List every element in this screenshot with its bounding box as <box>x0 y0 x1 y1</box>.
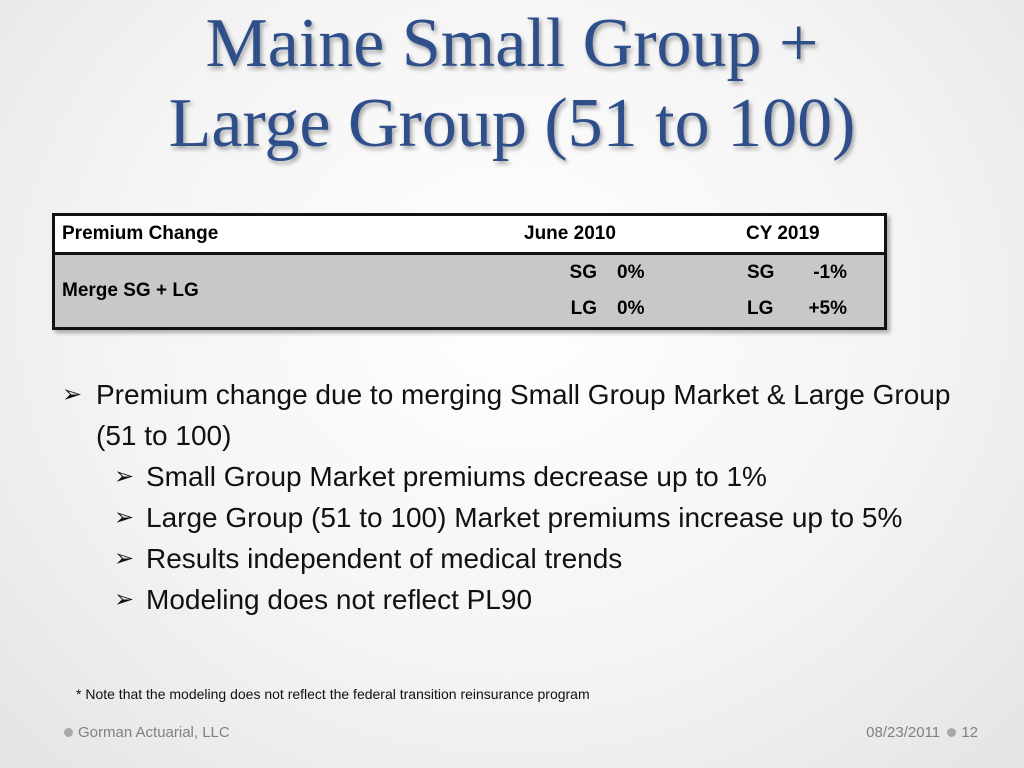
table-row: Merge SG + LG SG 0% SG -1% <box>53 253 886 329</box>
june-code-lg: LG <box>570 298 597 319</box>
arrow-bullet-icon: ➢ <box>114 463 135 490</box>
table-header-row: Premium Change June 2010 CY 2019 <box>53 214 886 255</box>
arrow-bullet-icon: ➢ <box>114 586 135 613</box>
bullet-text: Small Group Market premiums decrease up … <box>146 461 767 492</box>
bullet-item: ➢ Premium change due to merging Small Gr… <box>62 374 992 456</box>
cy-code-sg: SG <box>747 262 775 283</box>
june-value-lg: 0% <box>617 298 645 319</box>
footer-date-page: 08/23/2011 12 <box>866 724 978 741</box>
footer-company: Gorman Actuarial, LLC <box>64 724 230 741</box>
header-premium-change: Premium Change <box>53 214 517 255</box>
header-june-2010: June 2010 <box>517 214 739 255</box>
bullet-dot-icon <box>947 728 957 738</box>
june-2010-cell-sg: SG 0% <box>517 253 739 291</box>
bullet-item: ➢ Small Group Market premiums decrease u… <box>62 456 992 497</box>
bullet-dot-icon <box>64 728 73 738</box>
row-label-merge: Merge SG + LG <box>53 253 517 329</box>
slide-title-line-2: Large Group (51 to 100) <box>168 85 856 162</box>
cy-code-lg: LG <box>747 298 774 319</box>
bullet-text: Results independent of medical trends <box>146 543 623 574</box>
bullet-item: ➢ Results independent of medical trends <box>62 538 992 579</box>
arrow-bullet-icon: ➢ <box>114 545 135 572</box>
cy-2019-cell-lg: LG +5% <box>739 291 886 329</box>
table-row: LG 0% LG +5% <box>54 291 886 329</box>
june-2010-cell-lg: LG 0% <box>517 291 739 329</box>
slide-title: Maine Small Group + Large Group (51 to 1… <box>0 4 1024 164</box>
bullet-text: Modeling does not reflect PL90 <box>146 584 533 615</box>
june-code-sg: SG <box>569 262 597 283</box>
slide-title-line-1: Maine Small Group + <box>205 5 819 82</box>
bullet-text: Premium change due to merging Small Grou… <box>96 379 951 451</box>
header-cy-2019: CY 2019 <box>739 214 886 255</box>
bullet-text: Large Group (51 to 100) Market premiums … <box>146 502 903 533</box>
arrow-bullet-icon: ➢ <box>62 381 83 408</box>
june-value-sg: 0% <box>617 262 645 283</box>
footer-date: 08/23/2011 <box>866 724 941 741</box>
bullet-item: ➢ Modeling does not reflect PL90 <box>62 579 992 620</box>
cy-value-lg: +5% <box>808 298 847 319</box>
premium-change-table: Premium Change June 2010 CY 2019 Merge S… <box>52 213 887 330</box>
cy-value-sg: -1% <box>813 262 847 283</box>
cy-2019-cell-sg: SG -1% <box>739 253 886 291</box>
bullet-list: ➢ Premium change due to merging Small Gr… <box>62 374 992 620</box>
arrow-bullet-icon: ➢ <box>114 504 135 531</box>
bullet-item: ➢ Large Group (51 to 100) Market premium… <box>62 497 992 538</box>
company-name: Gorman Actuarial, LLC <box>78 724 230 741</box>
page-number: 12 <box>961 724 978 741</box>
footnote: * Note that the modeling does not reflec… <box>76 686 590 702</box>
